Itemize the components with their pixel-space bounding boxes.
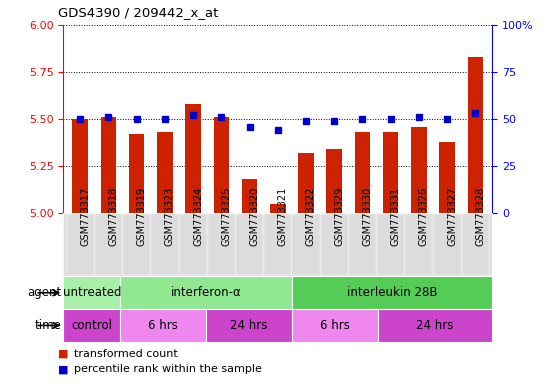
Bar: [355, 132, 370, 213]
Bar: [468, 57, 483, 213]
Bar: [185, 104, 201, 213]
Bar: [292, 309, 378, 342]
Bar: [377, 214, 404, 275]
Text: 6 hrs: 6 hrs: [148, 319, 178, 332]
Text: GSM773327: GSM773327: [447, 187, 457, 246]
Bar: [439, 142, 455, 213]
Text: GSM773322: GSM773322: [306, 187, 316, 246]
Text: interferon-α: interferon-α: [171, 286, 241, 299]
Text: GSM773317: GSM773317: [80, 187, 90, 246]
Bar: [63, 309, 120, 342]
Bar: [123, 214, 150, 275]
Bar: [101, 117, 116, 213]
Bar: [151, 214, 178, 275]
Text: interleukin 28B: interleukin 28B: [347, 286, 437, 299]
Bar: [242, 179, 257, 213]
Text: ■: ■: [58, 364, 68, 374]
Bar: [292, 276, 492, 309]
Bar: [129, 134, 145, 213]
Text: GDS4390 / 209442_x_at: GDS4390 / 209442_x_at: [58, 6, 218, 19]
Text: 6 hrs: 6 hrs: [320, 319, 350, 332]
Text: control: control: [72, 319, 112, 332]
Bar: [67, 214, 94, 275]
Bar: [349, 214, 376, 275]
Text: ■: ■: [58, 349, 68, 359]
Bar: [206, 309, 292, 342]
Bar: [95, 214, 122, 275]
Text: 24 hrs: 24 hrs: [416, 319, 454, 332]
Text: time: time: [34, 319, 61, 332]
Text: GSM773325: GSM773325: [221, 187, 232, 246]
Bar: [327, 149, 342, 213]
Text: GSM773323: GSM773323: [165, 187, 175, 246]
Bar: [270, 204, 285, 213]
Bar: [321, 214, 348, 275]
Bar: [293, 214, 320, 275]
Bar: [383, 132, 398, 213]
Bar: [411, 127, 427, 213]
Text: GSM773328: GSM773328: [475, 187, 485, 246]
Bar: [157, 132, 173, 213]
Bar: [433, 214, 461, 275]
Text: GSM773318: GSM773318: [108, 187, 118, 246]
Text: GSM773324: GSM773324: [193, 187, 203, 246]
Bar: [378, 309, 492, 342]
Text: GSM773331: GSM773331: [390, 187, 400, 246]
Bar: [264, 214, 292, 275]
Bar: [213, 117, 229, 213]
Bar: [298, 153, 314, 213]
Bar: [120, 309, 206, 342]
Bar: [462, 214, 489, 275]
Text: GSM773319: GSM773319: [136, 187, 147, 246]
Bar: [236, 214, 263, 275]
Bar: [179, 214, 207, 275]
Text: GSM773321: GSM773321: [278, 187, 288, 246]
Bar: [63, 276, 120, 309]
Text: GSM773326: GSM773326: [419, 187, 429, 246]
Bar: [120, 276, 292, 309]
Bar: [73, 119, 88, 213]
Text: 24 hrs: 24 hrs: [230, 319, 268, 332]
Text: GSM773330: GSM773330: [362, 187, 372, 246]
Text: GSM773329: GSM773329: [334, 187, 344, 246]
Bar: [208, 214, 235, 275]
Text: transformed count: transformed count: [74, 349, 178, 359]
Text: percentile rank within the sample: percentile rank within the sample: [74, 364, 262, 374]
Text: GSM773320: GSM773320: [250, 187, 260, 246]
Text: agent: agent: [27, 286, 61, 299]
Bar: [405, 214, 432, 275]
Text: untreated: untreated: [63, 286, 121, 299]
